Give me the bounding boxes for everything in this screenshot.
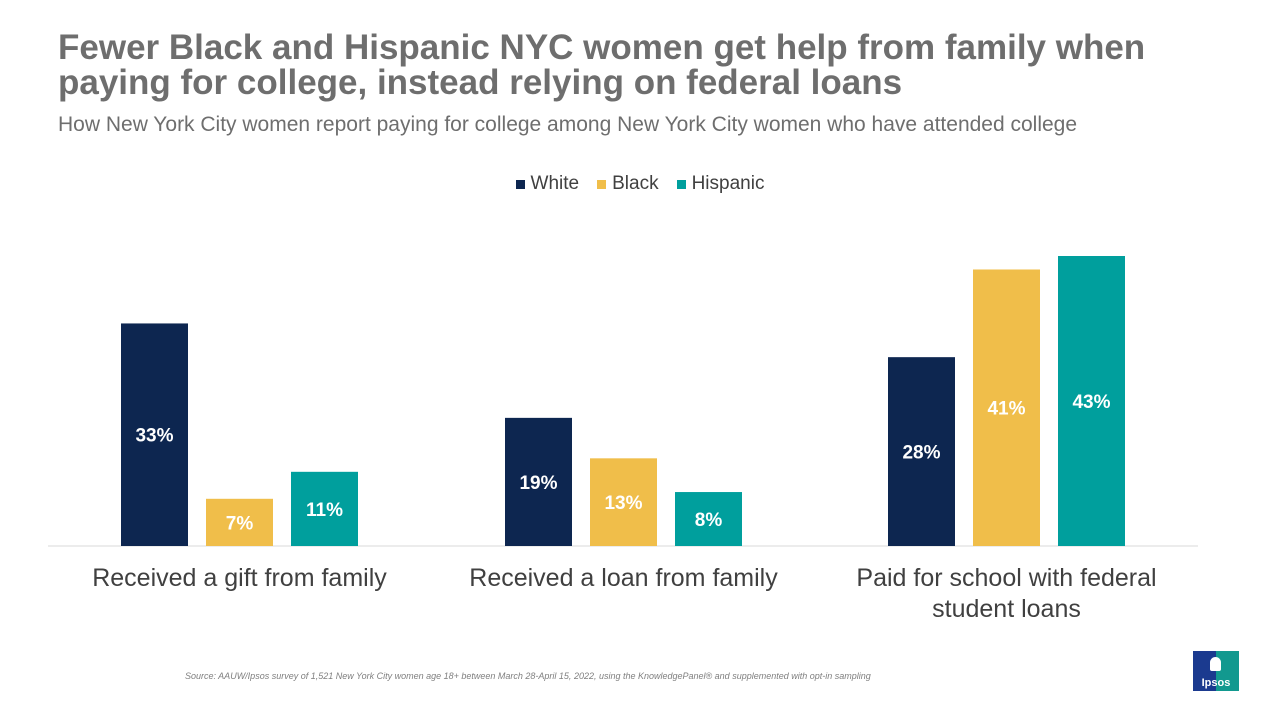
ipsos-logo-text: Ipsos	[1201, 677, 1231, 689]
data-label-white-3: 28%	[902, 443, 940, 464]
legend-swatch-hispanic	[676, 179, 686, 189]
source-note: Source: AAUW/Ipsos survey of 1,521 New Y…	[185, 671, 871, 681]
data-label-black-2: 13%	[604, 493, 642, 514]
data-label-black-3: 41%	[987, 399, 1025, 420]
bar-white-2	[505, 417, 572, 546]
legend-label-white: White	[530, 173, 580, 194]
bar-black-1	[206, 498, 273, 546]
data-label-black-1: 7%	[226, 513, 254, 534]
data-label-hispanic-1: 11%	[306, 500, 343, 521]
bar-white-3	[888, 357, 955, 546]
ipsos-logo-icon	[1210, 657, 1221, 671]
bar-chart: 33% 7% 11% 19% 13% 8% 28% 41% 43% Received a gift…	[48, 256, 1198, 623]
legend-swatch-white	[515, 179, 525, 189]
data-label-white-2: 19%	[519, 473, 557, 494]
legend-item-black: Black	[597, 173, 659, 195]
category-label-3: Paid for school with federal student loan…	[856, 564, 1156, 623]
legend-label-hispanic: Hispanic	[691, 173, 765, 194]
bar-hispanic-3	[1058, 256, 1125, 546]
bar-hispanic-2	[675, 492, 742, 546]
data-label-hispanic-3: 43%	[1072, 392, 1110, 413]
bar-black-3	[973, 269, 1040, 546]
category-label-1: Received a gift from family	[92, 564, 387, 592]
data-label-hispanic-2: 8%	[695, 510, 723, 531]
category-label-2: Received a loan from family	[469, 564, 778, 592]
bar-white-1	[121, 323, 188, 546]
chart-subtitle: How New York City women report paying fo…	[58, 113, 1078, 136]
legend-swatch-black	[597, 179, 607, 189]
ipsos-logo: Ipsos	[1193, 651, 1239, 691]
data-label-white-1: 33%	[135, 426, 173, 447]
chart-title: Fewer Black and Hispanic NYC women get h…	[58, 28, 1146, 102]
legend-item-hispanic: Hispanic	[676, 173, 765, 195]
bar-hispanic-1	[291, 471, 358, 546]
legend-item-white: White	[515, 173, 580, 195]
legend: White Black Hispanic	[0, 173, 1280, 195]
legend-label-black: Black	[612, 173, 659, 194]
bar-black-2	[590, 458, 657, 546]
